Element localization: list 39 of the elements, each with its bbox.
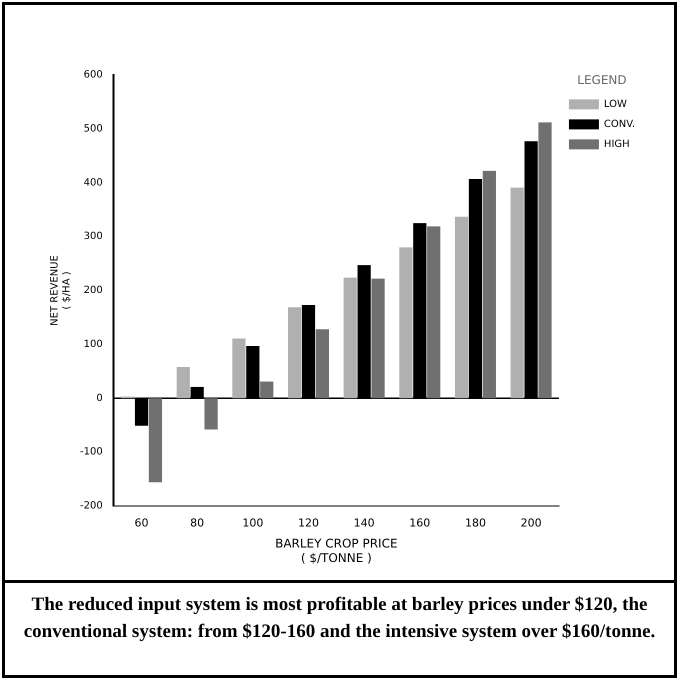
bar bbox=[482, 170, 496, 398]
bar bbox=[371, 278, 385, 398]
x-axis-title: BARLEY CROP PRICE ( $/TONNE ) bbox=[275, 536, 398, 565]
bar bbox=[232, 338, 246, 398]
y-tick-label: 200 bbox=[84, 285, 103, 296]
y-tick-label: 100 bbox=[84, 338, 103, 350]
y-tick-label: 300 bbox=[84, 231, 103, 242]
bar bbox=[510, 188, 524, 398]
legend-label: LOW bbox=[604, 98, 628, 110]
y-axis-title: NET REVENUE ( $/HA ) bbox=[50, 255, 73, 326]
legend-label: CONV. bbox=[604, 118, 636, 130]
legend-title: LEGEND bbox=[577, 73, 627, 88]
bar bbox=[427, 226, 440, 398]
text: The reduced input system is most profitable at barley prices under $120, the conventional system: from $120-160 and the intensive system over $160/tonne. bbox=[5, 580, 674, 653]
x-tick-label: 200 bbox=[520, 516, 542, 530]
y-tick-label: 600 bbox=[84, 70, 103, 81]
bar bbox=[344, 278, 357, 398]
x-tick-label: 140 bbox=[354, 516, 375, 530]
x-tick-label: 100 bbox=[242, 516, 264, 530]
bar bbox=[399, 247, 412, 398]
y-tick-label: 400 bbox=[84, 177, 103, 188]
bar bbox=[316, 329, 330, 398]
bar bbox=[148, 398, 162, 482]
x-tick-label: 120 bbox=[298, 516, 319, 530]
y-tick-label: -200 bbox=[80, 500, 103, 512]
x-tick-label: 180 bbox=[464, 516, 486, 530]
legend-label: HIGH bbox=[604, 138, 630, 150]
y-tick-label: 0 bbox=[96, 392, 103, 404]
bar bbox=[538, 122, 552, 398]
bar bbox=[176, 367, 190, 398]
x-tick-label: 80 bbox=[190, 516, 204, 530]
x-tick-label: 160 bbox=[409, 516, 430, 530]
y-tick-label: 500 bbox=[84, 123, 103, 134]
y-tick-label: -100 bbox=[80, 446, 103, 458]
bar bbox=[288, 307, 302, 398]
bar bbox=[204, 398, 218, 430]
x-tick-label: 60 bbox=[134, 516, 149, 530]
bar bbox=[260, 382, 274, 398]
bar bbox=[454, 216, 468, 398]
